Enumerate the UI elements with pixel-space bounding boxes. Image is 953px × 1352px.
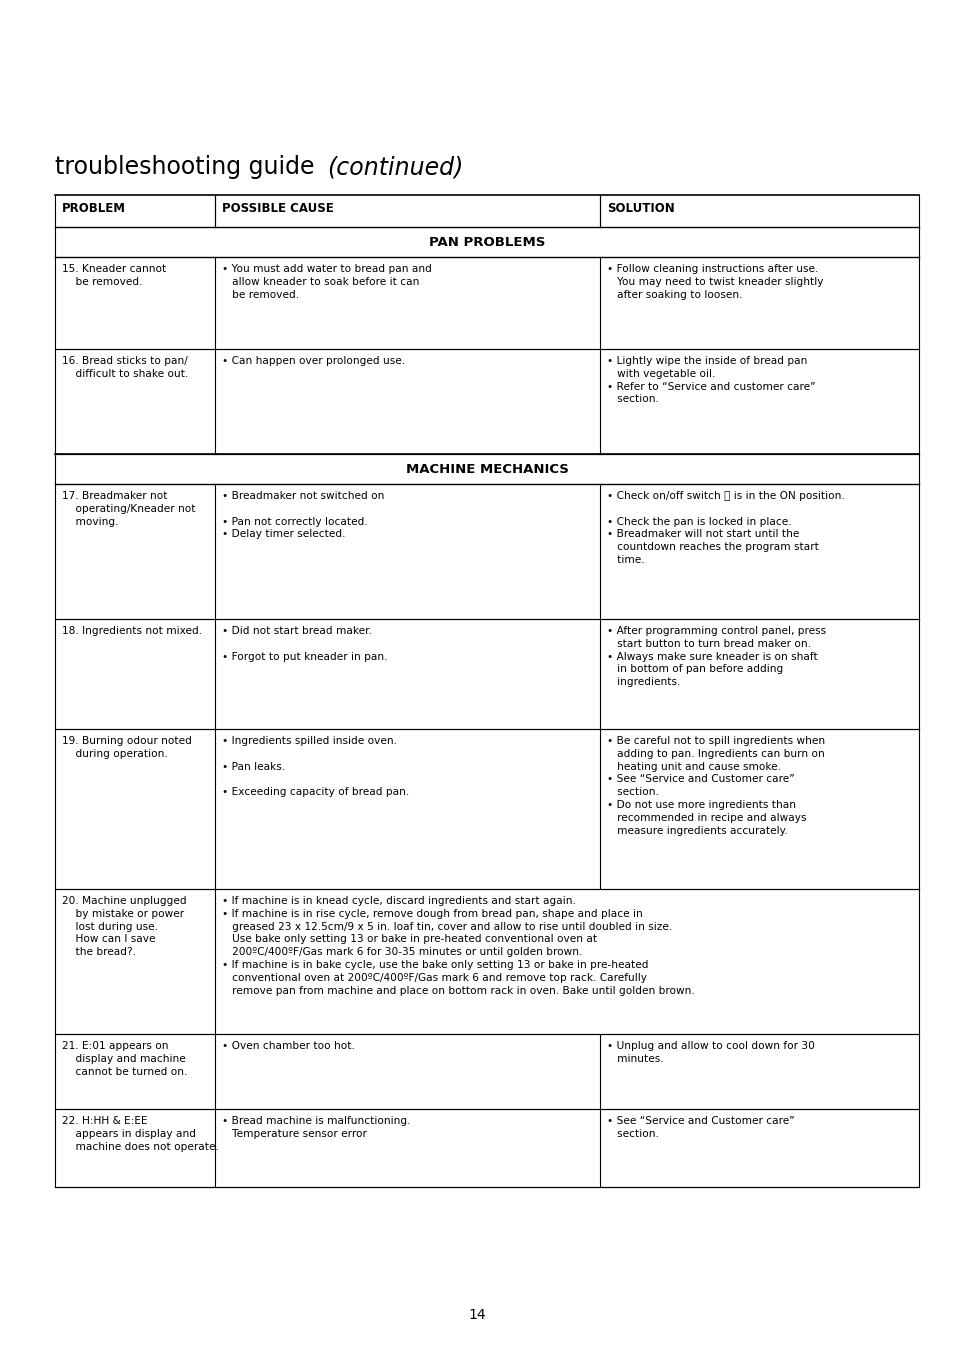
Text: MACHINE MECHANICS: MACHINE MECHANICS <box>405 462 568 476</box>
Text: • Did not start bread maker.

• Forgot to put kneader in pan.: • Did not start bread maker. • Forgot to… <box>222 626 387 661</box>
Text: 22. H:HH & E:EE
    appears in display and
    machine does not operate.: 22. H:HH & E:EE appears in display and m… <box>62 1115 218 1152</box>
Text: • If machine is in knead cycle, discard ingredients and start again.
• If machin: • If machine is in knead cycle, discard … <box>222 896 694 995</box>
Text: PROBLEM: PROBLEM <box>62 201 126 215</box>
Text: 20. Machine unplugged
    by mistake or power
    lost during use.
    How can I: 20. Machine unplugged by mistake or powe… <box>62 896 187 957</box>
Text: • You must add water to bread pan and
   allow kneader to soak before it can
   : • You must add water to bread pan and al… <box>222 264 432 300</box>
Text: • After programming control panel, press
   start button to turn bread maker on.: • After programming control panel, press… <box>606 626 825 687</box>
Text: 19. Burning odour noted
    during operation.: 19. Burning odour noted during operation… <box>62 735 192 758</box>
Text: 14: 14 <box>468 1307 485 1322</box>
Text: • Oven chamber too hot.: • Oven chamber too hot. <box>222 1041 355 1051</box>
Text: (continued): (continued) <box>327 155 463 178</box>
Text: troubleshooting guide: troubleshooting guide <box>55 155 322 178</box>
Text: PAN PROBLEMS: PAN PROBLEMS <box>428 235 544 249</box>
Text: • Be careful not to spill ingredients when
   adding to pan. Ingredients can bur: • Be careful not to spill ingredients wh… <box>606 735 824 836</box>
Text: • Follow cleaning instructions after use.
   You may need to twist kneader sligh: • Follow cleaning instructions after use… <box>606 264 822 300</box>
Text: • Lightly wipe the inside of bread pan
   with vegetable oil.
• Refer to “Servic: • Lightly wipe the inside of bread pan w… <box>606 356 815 404</box>
Text: • Can happen over prolonged use.: • Can happen over prolonged use. <box>222 356 405 366</box>
Text: • Unplug and allow to cool down for 30
   minutes.: • Unplug and allow to cool down for 30 m… <box>606 1041 814 1064</box>
Text: 18. Ingredients not mixed.: 18. Ingredients not mixed. <box>62 626 202 635</box>
Text: 21. E:01 appears on
    display and machine
    cannot be turned on.: 21. E:01 appears on display and machine … <box>62 1041 187 1076</box>
Text: 17. Breadmaker not
    operating/Kneader not
    moving.: 17. Breadmaker not operating/Kneader not… <box>62 491 195 526</box>
Text: • Bread machine is malfunctioning.
   Temperature sensor error: • Bread machine is malfunctioning. Tempe… <box>222 1115 410 1138</box>
Text: • Check on/off switch Ⓑ is in the ON position.

• Check the pan is locked in pla: • Check on/off switch Ⓑ is in the ON pos… <box>606 491 843 565</box>
Text: 15. Kneader cannot
    be removed.: 15. Kneader cannot be removed. <box>62 264 166 287</box>
Text: • Ingredients spilled inside oven.

• Pan leaks.

• Exceeding capacity of bread : • Ingredients spilled inside oven. • Pan… <box>222 735 409 798</box>
Text: • See “Service and Customer care”
   section.: • See “Service and Customer care” sectio… <box>606 1115 794 1138</box>
Text: • Breadmaker not switched on

• Pan not correctly located.
• Delay timer selecte: • Breadmaker not switched on • Pan not c… <box>222 491 384 539</box>
Text: SOLUTION: SOLUTION <box>606 201 674 215</box>
Text: 16. Bread sticks to pan/
    difficult to shake out.: 16. Bread sticks to pan/ difficult to sh… <box>62 356 188 379</box>
Text: POSSIBLE CAUSE: POSSIBLE CAUSE <box>222 201 334 215</box>
